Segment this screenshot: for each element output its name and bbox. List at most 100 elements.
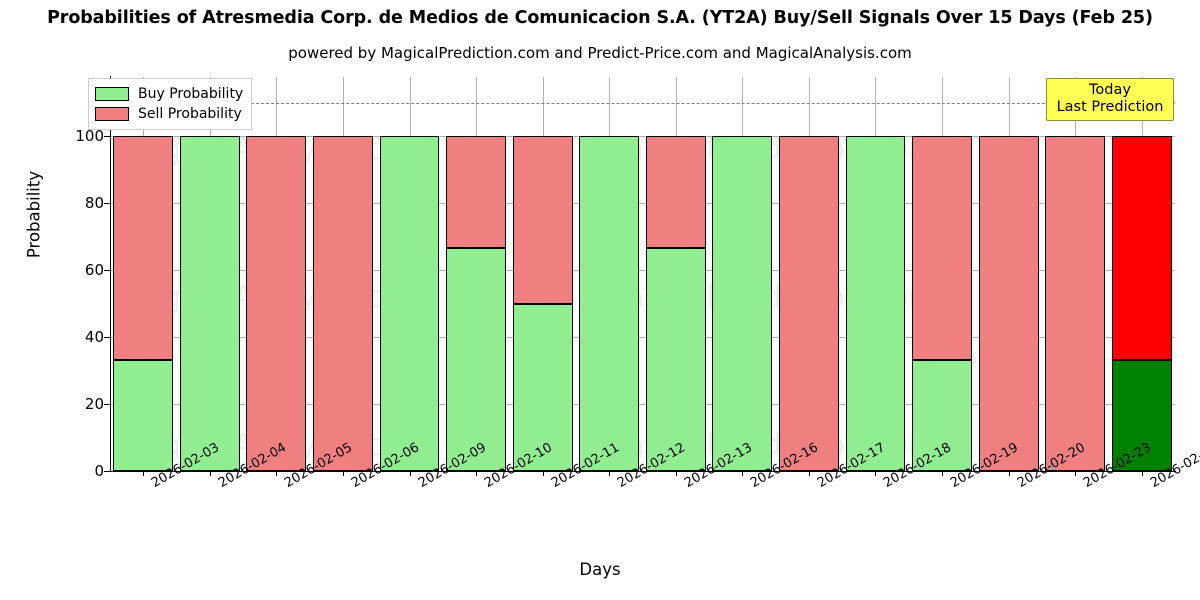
legend-label: Buy Probability	[138, 86, 244, 102]
x-tick-label: 2026-02-24	[1147, 440, 1200, 491]
x-tick-label: 2026-02-05	[282, 440, 355, 491]
x-tick-label: 2026-02-13	[682, 440, 755, 491]
y-tick-label: 80	[84, 194, 104, 213]
gridline-horizontal	[111, 136, 1175, 138]
bar-group	[446, 136, 507, 471]
x-tick-mark	[210, 471, 211, 476]
bar-segment-sell	[978, 136, 1039, 471]
legend-item: Sell Probability	[95, 104, 243, 124]
x-tick-mark	[343, 471, 344, 476]
bar-group	[246, 136, 307, 471]
bar-group	[1111, 136, 1172, 471]
x-tick-label: 2026-02-04	[216, 440, 289, 491]
x-tick-label: 2026-02-23	[1081, 440, 1154, 491]
legend-swatch-icon	[95, 87, 129, 101]
bar-group	[778, 136, 839, 471]
y-tick-mark	[104, 337, 110, 339]
x-tick-mark	[942, 471, 943, 476]
bar-segment-buy	[912, 359, 972, 471]
bar-segment-sell	[1111, 136, 1172, 360]
bar-group	[579, 136, 640, 471]
x-tick-label: 2026-02-09	[416, 440, 489, 491]
bar-segment-buy	[379, 136, 440, 471]
x-tick-mark	[809, 471, 810, 476]
legend-item: Buy Probability	[95, 84, 243, 104]
bar-group	[1045, 136, 1106, 471]
x-axis-spine	[110, 471, 1176, 472]
bar-segment-sell	[912, 136, 972, 360]
bar-group	[712, 136, 773, 471]
x-tick-mark	[1009, 471, 1010, 476]
bar-group	[379, 136, 440, 471]
bar-group	[313, 136, 373, 471]
bar-segment-sell	[512, 136, 573, 304]
y-tick-mark	[104, 471, 110, 472]
bar-group	[845, 136, 906, 471]
x-tick-label: 2026-02-16	[748, 440, 821, 491]
x-axis-label: Days	[579, 560, 621, 579]
bar-group	[113, 136, 174, 471]
gridline-horizontal	[111, 404, 1175, 406]
bar-segment-sell	[778, 136, 839, 471]
bar-segment-buy	[579, 136, 640, 471]
x-tick-label: 2026-02-03	[149, 440, 222, 491]
bar-segment-sell	[113, 136, 174, 360]
bar-segment-sell	[645, 136, 706, 248]
legend-label: Sell Probability	[138, 106, 242, 122]
gridline-horizontal	[111, 270, 1175, 272]
bar-group	[978, 136, 1039, 471]
bar-segment-sell	[313, 136, 373, 471]
bar-group	[912, 136, 972, 471]
bar-segment-sell	[1045, 136, 1106, 471]
bar-segment-buy	[1111, 359, 1172, 471]
x-tick-label: 2026-02-10	[482, 440, 555, 491]
today-annotation-line2: Last Prediction	[1056, 99, 1164, 115]
x-tick-mark	[143, 471, 144, 476]
bar-segment-buy	[645, 247, 706, 471]
bar-group	[645, 136, 706, 471]
x-tick-mark	[543, 471, 544, 476]
bar-segment-buy	[712, 136, 773, 471]
y-tick-mark	[104, 136, 110, 138]
bar-segment-buy	[179, 136, 240, 471]
bar-segment-buy	[446, 247, 507, 471]
bar-segment-sell	[446, 136, 507, 248]
bar-segment-buy	[845, 136, 906, 471]
x-tick-mark	[676, 471, 677, 476]
y-axis-label: Probability	[24, 170, 44, 259]
reference-line	[111, 102, 1175, 104]
y-tick-label: 60	[84, 261, 104, 280]
y-axis-spine	[110, 76, 111, 472]
bar-segment-buy	[113, 359, 174, 471]
x-tick-mark	[1075, 471, 1076, 476]
bar-group	[512, 136, 573, 471]
today-annotation-line1: Today	[1089, 82, 1131, 98]
x-tick-mark	[742, 471, 743, 476]
today-annotation: Today Last Prediction	[1046, 78, 1174, 121]
chart-subtitle: powered by MagicalPrediction.com and Pre…	[288, 44, 912, 62]
bar-segment-sell	[246, 136, 307, 471]
x-tick-mark	[609, 471, 610, 476]
x-tick-label: 2026-02-20	[1015, 440, 1088, 491]
x-tick-label: 2026-02-12	[615, 440, 688, 491]
x-tick-label: 2026-02-11	[549, 440, 622, 491]
x-tick-mark	[875, 471, 876, 476]
chart-title: Probabilities of Atresmedia Corp. de Med…	[47, 8, 1153, 28]
y-tick-label: 0	[94, 462, 104, 480]
y-tick-mark	[104, 404, 110, 406]
y-tick-label: 20	[84, 395, 104, 414]
legend-swatch-icon	[95, 107, 129, 121]
gridline-horizontal	[111, 337, 1175, 339]
chart-legend: Buy Probability Sell Probability	[88, 78, 253, 130]
y-tick-mark	[104, 203, 110, 205]
bar-segment-buy	[512, 303, 573, 471]
x-tick-mark	[276, 471, 277, 476]
x-tick-label: 2026-02-06	[349, 440, 422, 491]
x-tick-label: 2026-02-19	[948, 440, 1021, 491]
y-tick-mark	[104, 270, 110, 272]
x-tick-mark	[1142, 471, 1143, 476]
x-tick-mark	[410, 471, 411, 476]
y-tick-label: 100	[75, 127, 104, 146]
x-tick-label: 2026-02-17	[815, 440, 888, 491]
